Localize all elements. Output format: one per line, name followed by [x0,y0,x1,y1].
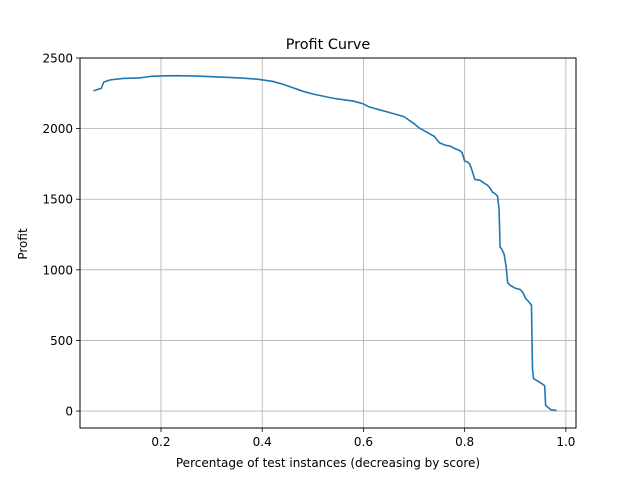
y-tick-label: 500 [50,334,73,348]
y-tick-label: 1000 [42,263,73,277]
x-tick-label: 1.0 [556,435,575,449]
series-layer [93,74,557,412]
axis-ticks: 0.2 0.4 0.6 0.8 1.0 0 500 1000 1500 2000 2500 [42,52,575,450]
x-tick-label: 0.4 [253,435,272,449]
chart-title: Profit Curve [286,37,371,53]
x-tick-label: 0.6 [354,435,373,449]
y-tick-label: 2000 [42,122,73,136]
y-tick-label: 1500 [42,193,73,207]
x-tick-label: 0.2 [151,435,170,449]
plot-frame [79,57,577,429]
profit-series-line [93,74,557,412]
y-tick-label: 0 [65,405,73,419]
x-tick-label: 0.8 [455,435,474,449]
x-axis-label: Percentage of test instances (decreasing… [176,456,480,470]
y-axis-label: Profit [16,228,30,260]
y-tick-label: 2500 [42,52,73,66]
grid-lines [80,57,576,428]
